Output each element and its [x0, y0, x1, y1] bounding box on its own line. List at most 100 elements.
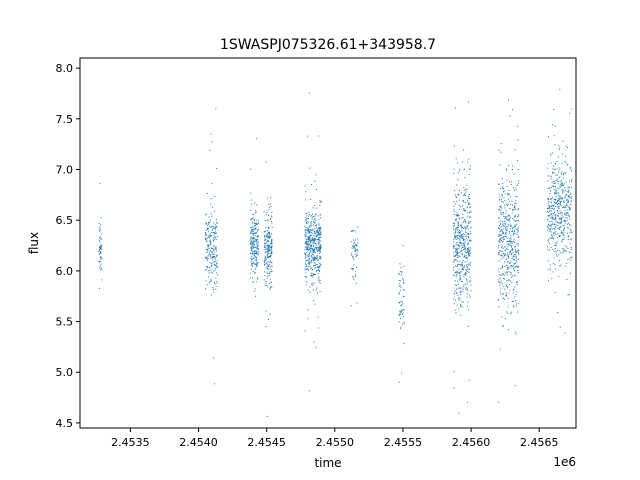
data-point [508, 292, 510, 294]
data-point [459, 271, 461, 273]
data-point [503, 238, 505, 240]
data-point [265, 326, 267, 328]
data-point [466, 296, 468, 298]
data-point [468, 222, 470, 224]
data-point [271, 247, 273, 249]
data-point [460, 241, 462, 243]
data-point [319, 265, 321, 267]
data-point [516, 233, 518, 235]
data-point [256, 245, 258, 247]
data-point [308, 257, 310, 259]
data-point [509, 289, 511, 291]
data-point [256, 236, 258, 238]
data-point [465, 194, 467, 196]
data-point [510, 216, 512, 218]
data-point [462, 209, 464, 211]
data-point [552, 221, 554, 223]
data-point [458, 244, 460, 246]
data-point [569, 243, 571, 245]
data-point [564, 197, 566, 199]
data-point [319, 226, 321, 228]
data-point [459, 291, 461, 293]
data-point [213, 291, 215, 293]
data-point [308, 256, 310, 258]
data-point [515, 214, 517, 216]
data-point [206, 258, 208, 260]
data-point [561, 240, 563, 242]
data-point [207, 258, 209, 260]
data-point [552, 207, 554, 209]
data-point [459, 237, 461, 239]
data-point [501, 195, 503, 197]
data-point [403, 265, 405, 267]
data-point [503, 256, 505, 258]
data-point [551, 278, 553, 280]
data-point [311, 245, 313, 247]
data-point [556, 240, 558, 242]
data-point [306, 244, 308, 246]
data-point [553, 199, 555, 201]
data-point [313, 240, 315, 242]
data-point [469, 253, 471, 255]
data-point [464, 274, 466, 276]
data-point [462, 244, 464, 246]
data-point [554, 247, 556, 249]
data-point [559, 185, 561, 187]
data-point [257, 277, 259, 279]
data-point [469, 250, 471, 252]
data-point [561, 221, 563, 223]
data-point [398, 285, 400, 287]
data-point [208, 216, 210, 218]
data-point [458, 237, 460, 239]
data-point [211, 264, 213, 266]
data-point [254, 290, 256, 292]
data-point [212, 240, 214, 242]
data-point [256, 241, 258, 243]
data-point [514, 275, 516, 277]
data-point [498, 241, 500, 243]
data-point [513, 268, 515, 270]
data-point [499, 235, 501, 237]
data-point [309, 239, 311, 241]
data-point [402, 302, 404, 304]
data-point [352, 230, 354, 232]
data-point [568, 196, 570, 198]
data-point [216, 266, 218, 268]
data-point [206, 266, 208, 268]
data-point [310, 225, 312, 227]
data-point [467, 233, 469, 235]
data-point [469, 230, 471, 232]
data-point [401, 274, 403, 276]
data-point [254, 241, 256, 243]
data-point [557, 228, 559, 230]
data-point [567, 200, 569, 202]
data-point [318, 237, 320, 239]
data-point [468, 271, 470, 273]
data-point [557, 224, 559, 226]
data-point [507, 242, 509, 244]
data-point [309, 240, 311, 242]
data-point [308, 390, 310, 392]
data-point [211, 250, 213, 252]
data-point [304, 227, 306, 229]
data-point [570, 252, 572, 254]
data-point [504, 318, 506, 320]
data-point [465, 268, 467, 270]
data-point [457, 252, 459, 254]
data-point [399, 271, 401, 273]
data-point [507, 224, 509, 226]
x-tick-label: 2.4545 [247, 436, 286, 449]
data-point [317, 231, 319, 233]
data-point [208, 254, 210, 256]
data-point [565, 172, 567, 174]
data-point [564, 222, 566, 224]
data-point [257, 228, 259, 230]
data-point [511, 265, 513, 267]
data-point [264, 257, 266, 259]
data-point [401, 311, 403, 313]
data-point [505, 216, 507, 218]
data-point [250, 241, 252, 243]
data-point [214, 233, 216, 235]
data-point [556, 192, 558, 194]
data-point [267, 260, 269, 262]
